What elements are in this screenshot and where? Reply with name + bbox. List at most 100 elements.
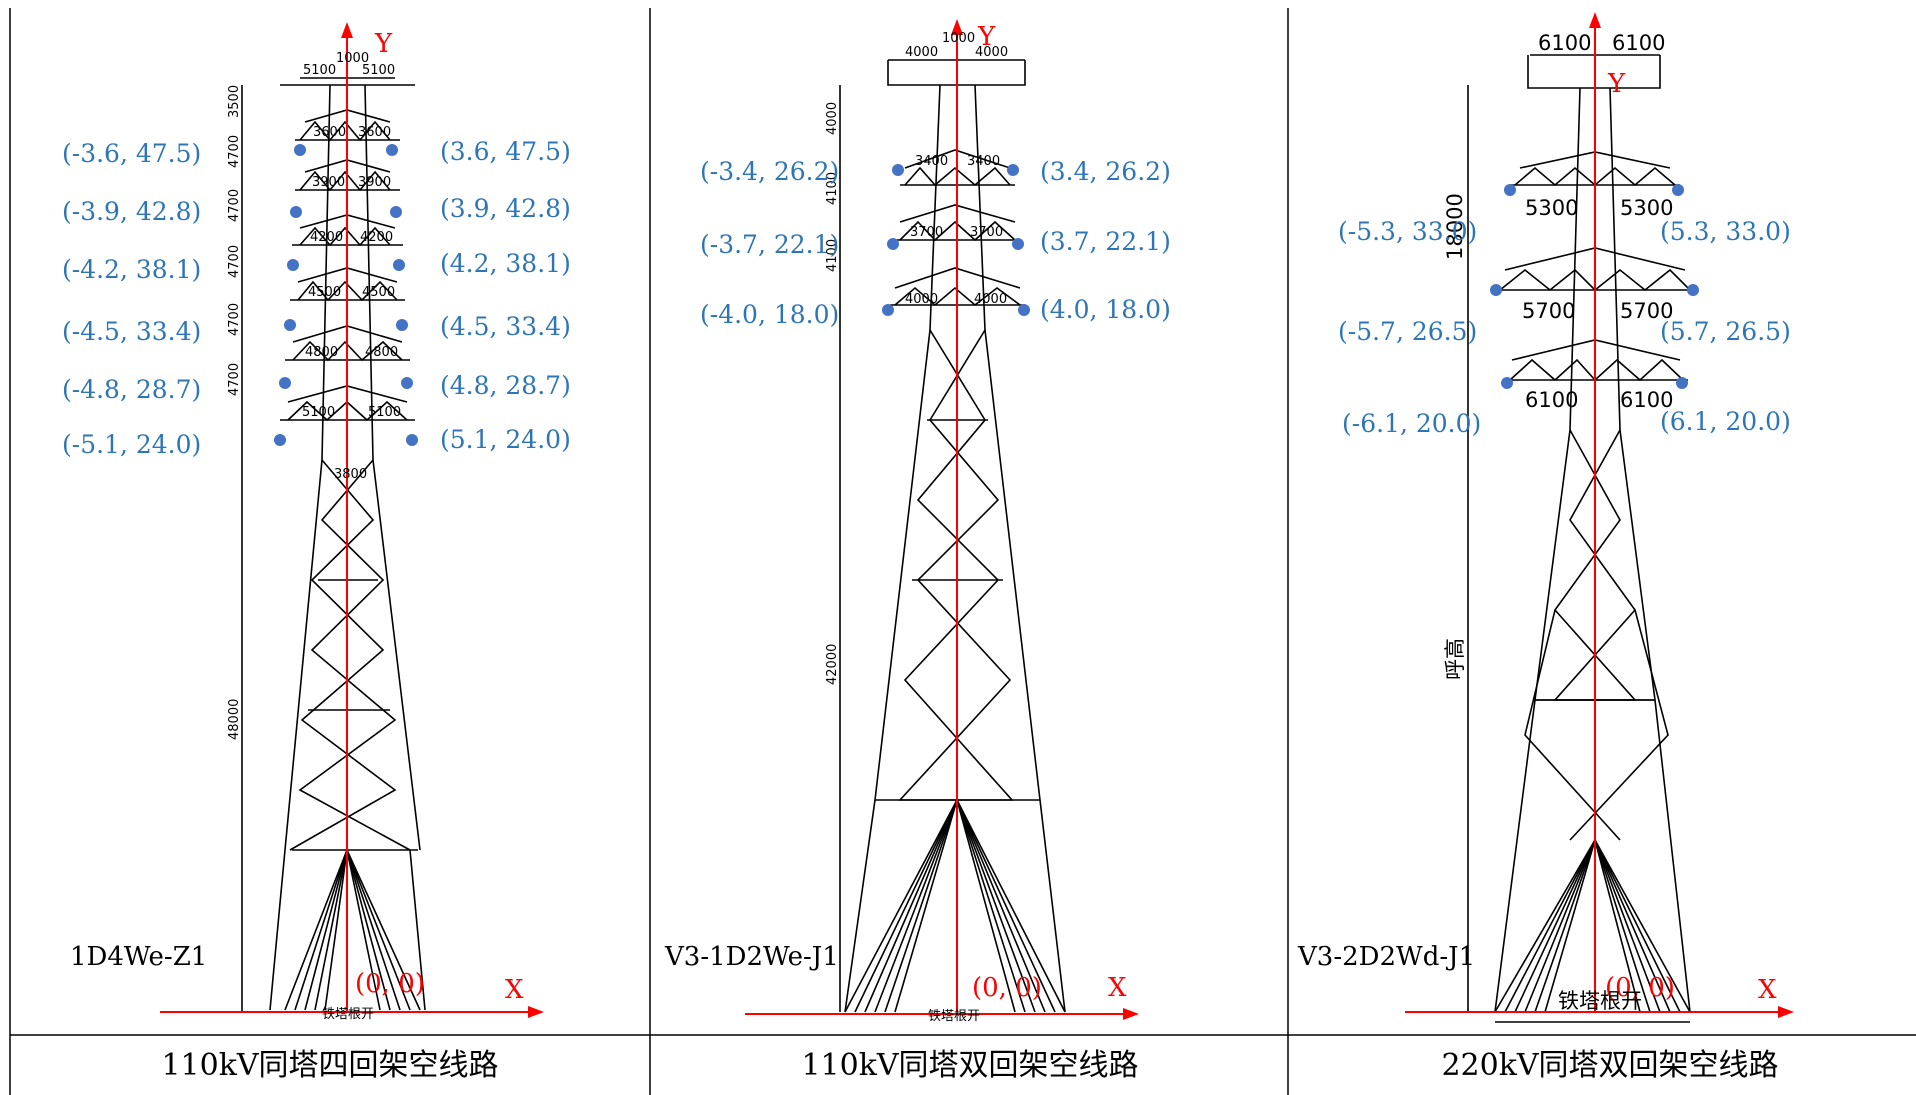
tower-1-arm5-right: 4800	[365, 345, 398, 360]
tower-2-point-left-2: (-3.7, 22.1)	[700, 230, 839, 259]
tower-3-arm1-left: 5300	[1525, 196, 1578, 220]
tower-2-arm2-right: 3700	[970, 225, 1003, 240]
tower-2-height-dim-2: 4100	[825, 172, 840, 205]
tower-3-point-left-1: (-5.3, 33.0)	[1338, 217, 1477, 246]
tower-1-point-right-4: (4.5, 33.4)	[440, 312, 571, 341]
tower-1-height-dim-1: 3500	[227, 85, 242, 118]
table-frame	[9, 8, 1916, 1095]
tower-1-arm6-left: 5100	[302, 405, 335, 420]
tower-1-height-dim-7: 48000	[227, 699, 242, 740]
tower-1-insulators	[274, 144, 418, 446]
tower-1-point-right-1: (3.6, 47.5)	[440, 137, 571, 166]
tower-1-arm4-left: 4500	[308, 285, 341, 300]
tower-3-axes	[1405, 12, 1794, 1018]
tower-1-top-dim-mid: 1000	[336, 51, 369, 66]
tower-1-height-dim-3: 4700	[227, 189, 242, 222]
tower-1-arm3-left: 4200	[310, 230, 343, 245]
tower-3-point-left-2: (-5.7, 26.5)	[1338, 317, 1477, 346]
tower-2-point-right-2: (3.7, 22.1)	[1040, 227, 1171, 256]
tower-1-drawing	[241, 77, 426, 1013]
tower-1-top-dim-right: 5100	[362, 63, 395, 78]
tower-3-arm3-right: 6100	[1620, 388, 1673, 412]
tower-3-arm2-right: 5700	[1620, 299, 1673, 323]
tower-3-arm1-right: 5300	[1620, 196, 1673, 220]
tower-2-point-right-1: (3.4, 26.2)	[1040, 157, 1171, 186]
tower-1-point-left-2: (-3.9, 42.8)	[62, 197, 201, 226]
panel-3: Y X (0, 0) V3-2D2Wd-J1 铁塔根开 6100 6100 53…	[1297, 12, 1794, 1083]
tower-1-height-dim-4: 4700	[227, 245, 242, 278]
tower-2-height-dim-4: 42000	[825, 644, 840, 685]
tower-1-point-right-3: (4.2, 38.1)	[440, 249, 571, 278]
tower-2-base-label: 铁塔根开	[928, 1009, 980, 1024]
tower-1-point-left-5: (-4.8, 28.7)	[62, 375, 201, 404]
tower-1-arm2-right: 3900	[358, 175, 391, 190]
tower-3-point-right-2: (5.7, 26.5)	[1660, 317, 1791, 346]
tower-1-top-dim-left: 5100	[303, 63, 336, 78]
tower-2-height-dim-1: 4000	[825, 102, 840, 135]
tower-3-top-dim-left: 6100	[1538, 31, 1591, 55]
panel-2: Y X (0, 0) V3-1D2We-J1 铁塔根开 4000 1000 40…	[664, 19, 1171, 1083]
tower-2-insulators	[882, 164, 1030, 316]
tower-1-point-right-6: (5.1, 24.0)	[440, 425, 571, 454]
tower-2-arm1-right: 3400	[967, 154, 1000, 169]
tower-3-x-axis-label: X	[1758, 975, 1777, 1005]
tower-1-point-left-1: (-3.6, 47.5)	[62, 139, 201, 168]
tower-3-model: V3-2D2Wd-J1	[1297, 942, 1475, 972]
tower-3-point-left-3: (-6.1, 20.0)	[1342, 409, 1481, 438]
tower-2-arm1-left: 3400	[915, 154, 948, 169]
tower-1-arm5-left: 4800	[305, 345, 338, 360]
tower-2-origin-label: (0, 0)	[972, 973, 1042, 1003]
tower-1-point-right-2: (3.9, 42.8)	[440, 194, 571, 223]
tower-3-top-dim-right: 6100	[1612, 31, 1665, 55]
tower-1-arm2-left: 3900	[312, 175, 345, 190]
tower-3-point-right-3: (6.1, 20.0)	[1660, 407, 1791, 436]
tower-1-point-left-4: (-4.5, 33.4)	[62, 317, 201, 346]
tower-2-axes	[745, 19, 1139, 1020]
tower-3-base-label: 铁塔根开	[1558, 989, 1642, 1013]
tower-2-top-dim-mid: 1000	[942, 31, 975, 46]
tower-3-insulators	[1490, 184, 1699, 389]
tower-3-point-right-1: (5.3, 33.0)	[1660, 217, 1791, 246]
tower-3-arm3-left: 6100	[1525, 388, 1578, 412]
tower-2-top-dim-left: 4000	[905, 45, 938, 60]
tower-1-y-axis-label: Y	[374, 29, 393, 59]
tower-3-arm2-left: 5700	[1522, 299, 1575, 323]
tower-1-axes	[160, 22, 544, 1018]
tower-2-point-left-1: (-3.4, 26.2)	[700, 157, 839, 186]
tower-1-model: 1D4We-Z1	[70, 942, 207, 972]
tower-1-x-axis-label: X	[505, 975, 524, 1005]
tower-2-top-dim-right: 4000	[975, 45, 1008, 60]
tower-2-caption: 110kV同塔双回架空线路	[801, 1048, 1138, 1083]
tower-1-arm3-right: 4200	[360, 230, 393, 245]
tower-1-arm1-right: 3600	[358, 125, 391, 140]
tower-1-base-label: 铁塔根开	[322, 1007, 374, 1022]
panel-1: Y X (0, 0) 1D4We-Z1 铁塔根开 5100 1000 5100 …	[62, 22, 571, 1083]
tower-1-arm6-right: 5100	[368, 405, 401, 420]
tower-2-arm2-left: 3700	[910, 225, 943, 240]
tower-2-model: V3-1D2We-J1	[664, 942, 839, 972]
tower-2-arm3-right: 4000	[974, 292, 1007, 307]
tower-1-height-dim-5: 4700	[227, 303, 242, 336]
tower-1-arm4-right: 4500	[362, 285, 395, 300]
tower-3-hugao-label: 呼高	[1443, 638, 1467, 680]
tower-3-origin-label: (0, 0)	[1605, 973, 1675, 1003]
tower-3-caption: 220kV同塔双回架空线路	[1441, 1048, 1778, 1083]
tower-1-arm1-left: 3600	[313, 125, 346, 140]
tower-3-height-dim: 18000	[1443, 193, 1467, 260]
tower-1-waist-dim: 3800	[334, 467, 367, 482]
tower-2-height-dim-3: 4100	[825, 239, 840, 272]
tower-1-height-dim-6: 4700	[227, 363, 242, 396]
tower-1-point-right-5: (4.8, 28.7)	[440, 371, 571, 400]
tower-2-drawing	[839, 59, 1066, 1015]
tower-2-y-axis-label: Y	[977, 22, 996, 52]
tower-1-point-left-3: (-4.2, 38.1)	[62, 255, 201, 284]
tower-1-point-left-6: (-5.1, 24.0)	[62, 430, 201, 459]
tower-2-arm3-left: 4000	[905, 292, 938, 307]
tower-2-point-right-3: (4.0, 18.0)	[1040, 295, 1171, 324]
tower-2-x-axis-label: X	[1108, 973, 1127, 1003]
tower-1-origin-label: (0, 0)	[355, 969, 425, 999]
tower-3-y-axis-label: Y	[1607, 69, 1626, 99]
tower-1-height-dim-2: 4700	[227, 135, 242, 168]
tower-1-caption: 110kV同塔四回架空线路	[161, 1048, 498, 1083]
